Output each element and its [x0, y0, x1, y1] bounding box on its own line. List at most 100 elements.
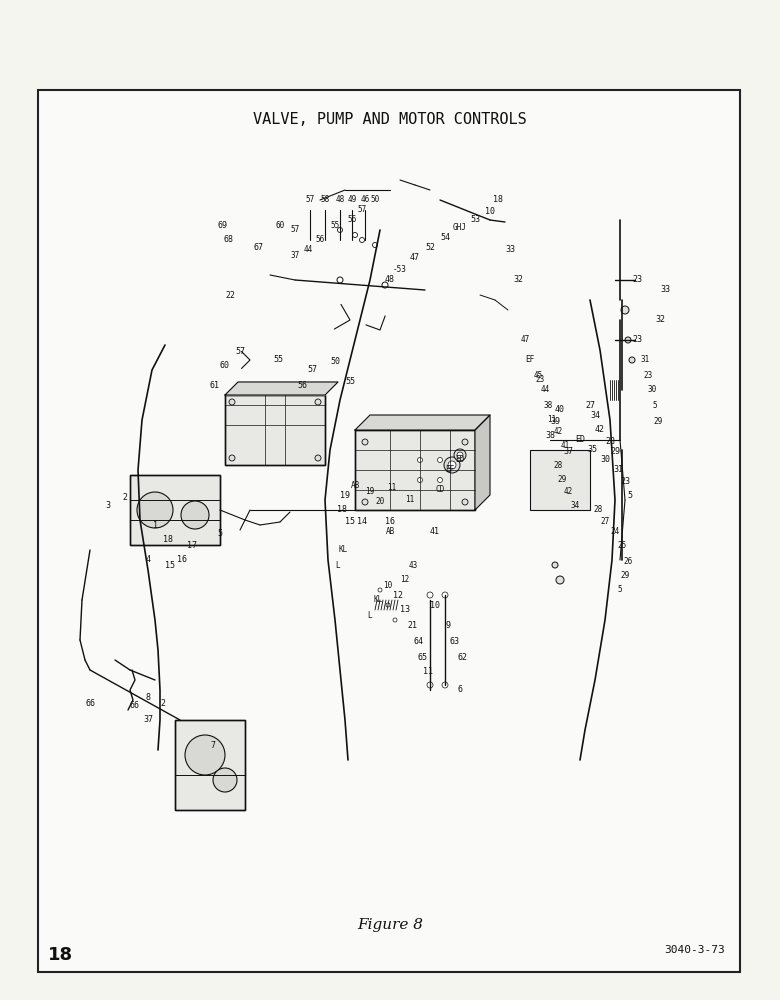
Text: 15: 15 [345, 518, 355, 526]
Text: 23: 23 [632, 275, 642, 284]
Text: 29: 29 [620, 570, 629, 580]
Text: 37: 37 [143, 716, 153, 724]
Text: 57: 57 [307, 365, 317, 374]
Text: 16: 16 [177, 556, 187, 564]
Text: 47: 47 [520, 336, 530, 344]
Text: 67: 67 [253, 243, 263, 252]
Text: 42: 42 [553, 428, 562, 436]
Circle shape [337, 277, 343, 283]
Circle shape [427, 592, 433, 598]
Text: 31: 31 [640, 356, 650, 364]
Text: 52: 52 [425, 243, 435, 252]
Text: 18: 18 [493, 196, 503, 205]
Bar [530, 450, 590, 510]
Text: 57: 57 [306, 196, 314, 205]
Circle shape [438, 478, 442, 483]
Text: L: L [367, 610, 372, 619]
Text: 12: 12 [393, 590, 403, 599]
Circle shape [338, 228, 342, 232]
Circle shape [457, 452, 463, 458]
Circle shape [353, 232, 357, 237]
Text: EF: EF [445, 466, 455, 475]
Text: 30: 30 [600, 456, 610, 464]
Text: 46: 46 [360, 196, 370, 205]
Text: 68: 68 [223, 235, 233, 244]
Text: 23: 23 [620, 478, 630, 487]
Text: 7: 7 [211, 742, 215, 750]
Text: 38: 38 [544, 400, 552, 410]
Text: 2: 2 [122, 493, 127, 502]
Circle shape [417, 458, 423, 462]
Circle shape [454, 449, 466, 461]
Circle shape [213, 768, 237, 792]
Text: VALVE, PUMP AND MOTOR CONTROLS: VALVE, PUMP AND MOTOR CONTROLS [254, 112, 526, 127]
Text: 48: 48 [335, 196, 345, 205]
Text: 57: 57 [290, 226, 300, 234]
Text: 11: 11 [548, 416, 557, 424]
Bar [38, 90, 740, 972]
Circle shape [462, 439, 468, 445]
Text: 50: 50 [370, 196, 380, 205]
Bar [175, 720, 245, 810]
Text: 31: 31 [613, 466, 623, 475]
Text: 22: 22 [225, 290, 235, 300]
Text: 60: 60 [275, 221, 285, 230]
Text: 69: 69 [217, 221, 227, 230]
Text: 19: 19 [340, 490, 350, 499]
Text: 30: 30 [647, 385, 657, 394]
Circle shape [556, 576, 564, 584]
Text: ED: ED [456, 456, 465, 464]
Text: 41: 41 [430, 528, 440, 536]
Text: 62: 62 [457, 654, 467, 662]
Text: 13: 13 [400, 605, 410, 614]
Text: 32: 32 [655, 316, 665, 324]
Text: 43: 43 [409, 560, 417, 570]
Text: 38: 38 [545, 430, 555, 440]
Bar [355, 430, 475, 510]
Text: L: L [335, 560, 340, 570]
Text: 6: 6 [458, 686, 463, 694]
Text: 19: 19 [365, 488, 374, 496]
Text: 66: 66 [85, 698, 95, 708]
Bar [355, 430, 475, 510]
Circle shape [386, 603, 390, 607]
Text: 48: 48 [385, 275, 395, 284]
Text: 1: 1 [153, 520, 158, 530]
Text: 15: 15 [165, 560, 175, 570]
Text: 57: 57 [357, 206, 367, 215]
Text: 32: 32 [513, 275, 523, 284]
Text: 35: 35 [587, 446, 597, 454]
Text: 33: 33 [660, 286, 670, 294]
Text: 3040-3-73: 3040-3-73 [665, 945, 725, 955]
Text: 23: 23 [535, 375, 544, 384]
Text: 37: 37 [563, 448, 573, 456]
Text: 39: 39 [550, 418, 560, 426]
Text: 44: 44 [303, 245, 313, 254]
Text: KL: KL [339, 546, 348, 554]
Text: -53: -53 [393, 265, 407, 274]
Text: 49: 49 [347, 196, 356, 205]
Text: CD: CD [435, 486, 445, 494]
Text: 56: 56 [315, 235, 324, 244]
Polygon shape [225, 382, 338, 395]
Polygon shape [355, 415, 490, 430]
Text: 34: 34 [590, 410, 600, 420]
Circle shape [373, 242, 378, 247]
Text: 17: 17 [187, 540, 197, 550]
Text: 63: 63 [450, 638, 460, 647]
Circle shape [185, 735, 225, 775]
Circle shape [427, 682, 433, 688]
Text: 40: 40 [555, 406, 565, 414]
Circle shape [362, 499, 368, 505]
Text: 27: 27 [601, 518, 610, 526]
Text: 18: 18 [163, 536, 173, 544]
Text: 5: 5 [218, 528, 222, 538]
Text: 54: 54 [440, 233, 450, 242]
Text: 10: 10 [485, 208, 495, 217]
Text: 24: 24 [611, 528, 619, 536]
Circle shape [417, 478, 423, 483]
Text: KL: KL [374, 595, 383, 604]
Text: 3: 3 [105, 500, 111, 510]
Circle shape [382, 282, 388, 288]
Text: 58: 58 [321, 196, 330, 205]
